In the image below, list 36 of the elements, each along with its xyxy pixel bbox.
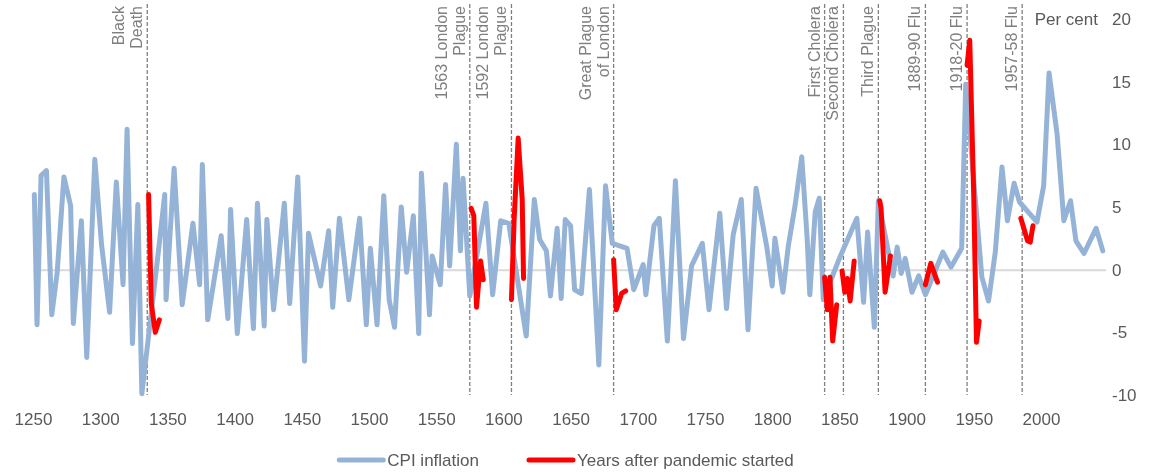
y-tick-label: -5 [1112, 323, 1128, 343]
y-tick-label: 0 [1112, 260, 1122, 280]
x-tick-label: 1750 [686, 410, 725, 430]
x-tick-label: 1650 [552, 410, 591, 430]
ref-line-label: First Cholera [805, 5, 823, 98]
ref-line-label: 1918-20 Flu [948, 6, 966, 92]
y-tick-label: 10 [1112, 135, 1131, 155]
x-tick-label: 1400 [216, 410, 255, 430]
ref-line-label: 1563 London Plague [432, 5, 468, 100]
x-tick-label: 1450 [283, 410, 322, 430]
x-tick-label: 1600 [484, 410, 523, 430]
x-tick-label: 1950 [955, 410, 994, 430]
x-tick-label: 1800 [753, 410, 792, 430]
ref-line-label: 1889-90 Flu [906, 6, 924, 92]
x-tick-label: 1700 [619, 410, 658, 430]
y-tick-label: -10 [1112, 385, 1137, 405]
x-tick-label: 1550 [417, 410, 456, 430]
y-tick-label: 20 [1112, 9, 1131, 29]
y-axis-title: Per cent [1034, 10, 1099, 29]
x-tick-label: 1350 [148, 410, 187, 430]
x-tick-label: 1900 [888, 410, 926, 430]
legend-label: CPI inflation [387, 451, 479, 470]
ref-line-label: Black Death [110, 5, 146, 49]
ref-line-label: 1592 London Plague [474, 5, 510, 100]
x-tick-label: 1500 [350, 410, 389, 430]
y-tick-label: 15 [1112, 72, 1131, 92]
x-tick-label: 1850 [820, 410, 859, 430]
legend-label: Years after pandemic started [576, 451, 794, 470]
x-tick-label: 2000 [1022, 410, 1061, 430]
x-tick-label: 1300 [81, 410, 120, 430]
y-tick-label: 5 [1112, 197, 1122, 217]
ref-line-label: Second Cholera [824, 5, 842, 121]
ref-line-label: Great Plague of London [576, 5, 612, 101]
x-tick-label: 1250 [14, 410, 53, 430]
ref-line-label: 1957-58 Flu [1003, 6, 1021, 92]
ref-line-label: Third Plague [859, 5, 877, 97]
